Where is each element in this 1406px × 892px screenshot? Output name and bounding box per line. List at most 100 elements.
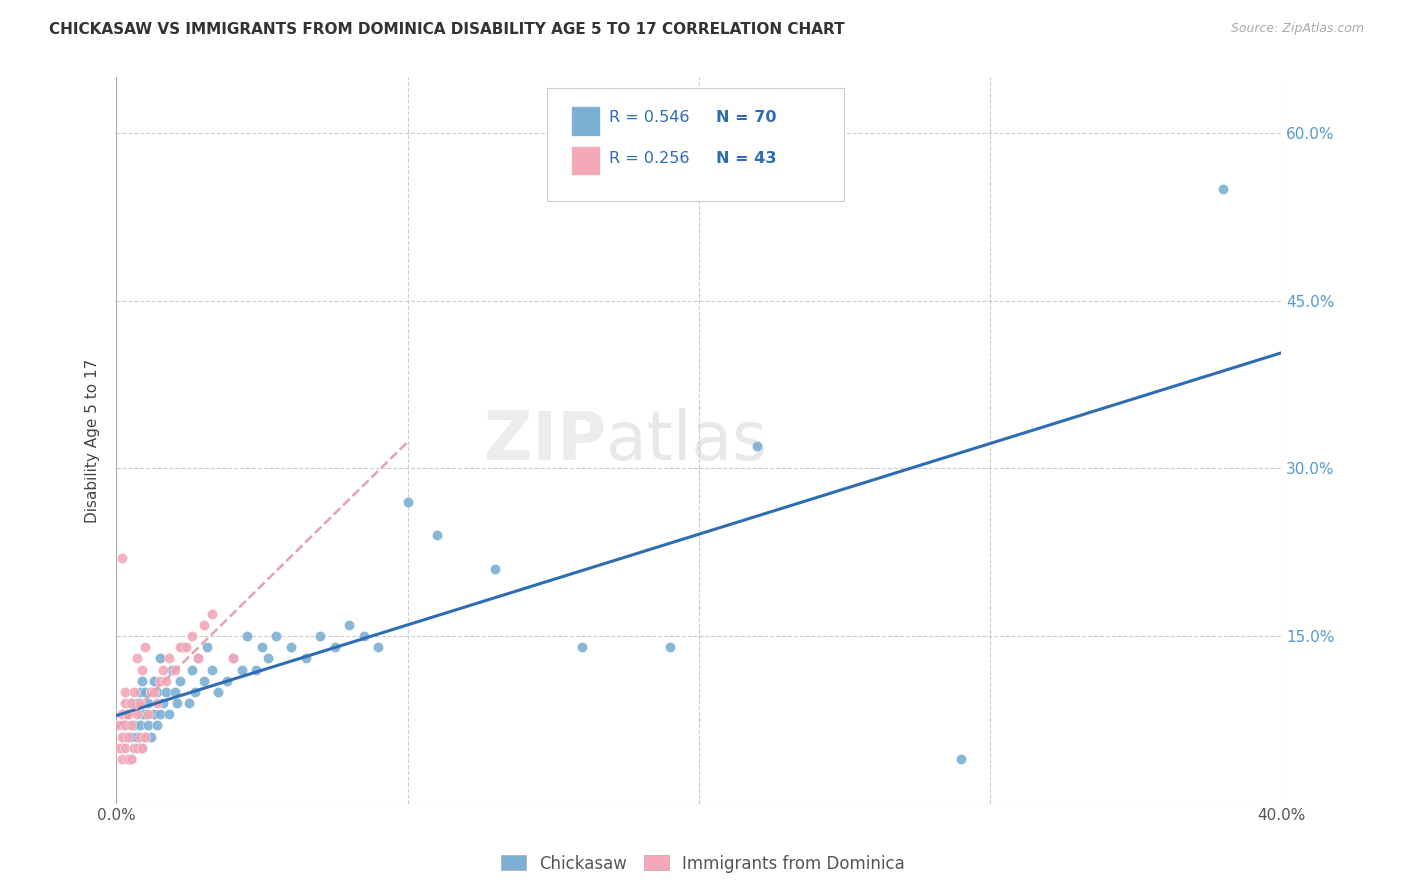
Point bbox=[245, 663, 267, 677]
Text: atlas: atlas bbox=[606, 408, 766, 474]
Point bbox=[396, 495, 419, 509]
Point bbox=[658, 640, 681, 655]
Point bbox=[117, 752, 139, 766]
Point bbox=[280, 640, 302, 655]
Point bbox=[166, 696, 188, 710]
Point bbox=[177, 696, 200, 710]
Point bbox=[128, 696, 150, 710]
Point bbox=[114, 730, 136, 744]
Point bbox=[111, 730, 134, 744]
Text: Source: ZipAtlas.com: Source: ZipAtlas.com bbox=[1230, 22, 1364, 36]
Point bbox=[193, 618, 215, 632]
Point bbox=[128, 718, 150, 732]
Point bbox=[193, 673, 215, 688]
Text: R = 0.546: R = 0.546 bbox=[609, 110, 689, 125]
Point bbox=[201, 607, 224, 621]
Point bbox=[181, 663, 204, 677]
Point bbox=[128, 740, 150, 755]
Point bbox=[215, 673, 238, 688]
Point bbox=[172, 640, 194, 655]
Point bbox=[160, 663, 183, 677]
Text: ZIP: ZIP bbox=[484, 408, 606, 474]
Point bbox=[125, 696, 148, 710]
Point bbox=[120, 696, 142, 710]
Point bbox=[143, 685, 166, 699]
Point bbox=[353, 629, 375, 643]
Point bbox=[155, 685, 177, 699]
Point bbox=[949, 752, 972, 766]
Text: N = 43: N = 43 bbox=[716, 152, 776, 166]
Point bbox=[163, 685, 186, 699]
Point bbox=[152, 696, 174, 710]
FancyBboxPatch shape bbox=[571, 146, 600, 176]
Point bbox=[111, 740, 134, 755]
Point bbox=[131, 663, 153, 677]
Point bbox=[149, 673, 172, 688]
Point bbox=[122, 718, 145, 732]
Point bbox=[184, 685, 207, 699]
Point bbox=[114, 718, 136, 732]
Point bbox=[108, 740, 131, 755]
Point bbox=[169, 640, 191, 655]
Point bbox=[111, 707, 134, 722]
Point bbox=[231, 663, 253, 677]
Point bbox=[146, 696, 169, 710]
Point bbox=[117, 707, 139, 722]
Point bbox=[125, 730, 148, 744]
Point bbox=[256, 651, 278, 665]
Point bbox=[122, 740, 145, 755]
Point bbox=[571, 640, 593, 655]
Point bbox=[136, 718, 159, 732]
Point bbox=[201, 663, 224, 677]
Point bbox=[169, 673, 191, 688]
Point bbox=[195, 640, 218, 655]
FancyBboxPatch shape bbox=[571, 106, 600, 136]
Point bbox=[426, 528, 449, 542]
Point bbox=[122, 740, 145, 755]
Point bbox=[125, 740, 148, 755]
Point bbox=[131, 740, 153, 755]
Point bbox=[122, 685, 145, 699]
Point bbox=[266, 629, 288, 643]
Point bbox=[222, 651, 245, 665]
Point bbox=[111, 550, 134, 565]
Point bbox=[111, 752, 134, 766]
Point bbox=[152, 663, 174, 677]
Point bbox=[125, 651, 148, 665]
Point bbox=[136, 696, 159, 710]
Point bbox=[114, 696, 136, 710]
Point bbox=[1212, 182, 1234, 196]
Point bbox=[120, 752, 142, 766]
Point bbox=[134, 685, 156, 699]
Point bbox=[134, 730, 156, 744]
Point bbox=[136, 707, 159, 722]
Point bbox=[157, 707, 180, 722]
Point bbox=[120, 730, 142, 744]
Point bbox=[114, 740, 136, 755]
Point bbox=[141, 685, 163, 699]
Legend: Chickasaw, Immigrants from Dominica: Chickasaw, Immigrants from Dominica bbox=[495, 848, 911, 880]
Point bbox=[367, 640, 389, 655]
Text: N = 70: N = 70 bbox=[716, 110, 776, 125]
Point bbox=[131, 740, 153, 755]
Point bbox=[134, 640, 156, 655]
Point bbox=[174, 640, 197, 655]
Point bbox=[117, 707, 139, 722]
Point bbox=[323, 640, 346, 655]
Point bbox=[141, 685, 163, 699]
Point bbox=[187, 651, 209, 665]
Point bbox=[207, 685, 229, 699]
Point bbox=[143, 673, 166, 688]
Point bbox=[294, 651, 316, 665]
Point bbox=[117, 752, 139, 766]
Point bbox=[134, 707, 156, 722]
Point bbox=[155, 673, 177, 688]
Point bbox=[143, 707, 166, 722]
Point bbox=[187, 651, 209, 665]
Point bbox=[131, 673, 153, 688]
Point bbox=[484, 562, 506, 576]
FancyBboxPatch shape bbox=[547, 88, 845, 201]
Point bbox=[128, 730, 150, 744]
Point bbox=[149, 651, 172, 665]
Point bbox=[114, 718, 136, 732]
